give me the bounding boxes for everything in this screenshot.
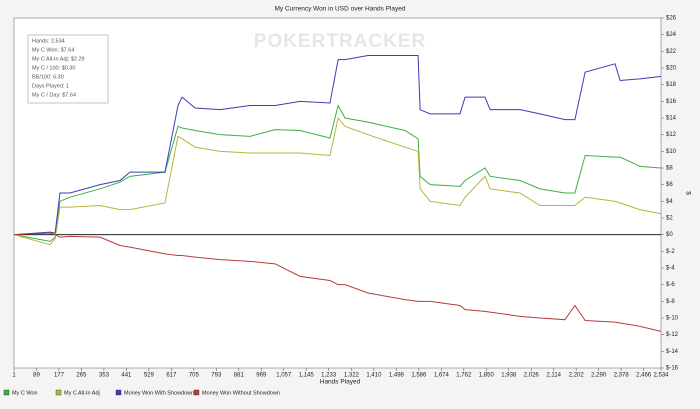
legend-swatch bbox=[115, 389, 122, 396]
y-tick-label: $26 bbox=[666, 16, 677, 22]
stats-line: BB/100: 6.30 bbox=[32, 74, 64, 80]
y-tick-label: $18 bbox=[666, 82, 677, 88]
stats-box bbox=[27, 34, 109, 104]
legend-label: My C Won bbox=[12, 390, 38, 396]
stats-line: My C Won: $7.64 bbox=[32, 47, 74, 53]
y-tick-label: $2 bbox=[666, 216, 673, 222]
legend-label: My C All-In Adj bbox=[64, 390, 100, 396]
x-tick-label: 1,498 bbox=[389, 373, 405, 379]
x-tick-label: 2,466 bbox=[636, 373, 652, 379]
y-tick-label: $-10 bbox=[666, 316, 679, 322]
x-tick-label: 529 bbox=[144, 373, 155, 379]
x-tick-label: 793 bbox=[211, 373, 222, 379]
stats-line: My C / Day: $7.64 bbox=[32, 92, 76, 98]
legend-swatch bbox=[193, 389, 200, 396]
x-tick-label: 89 bbox=[33, 373, 40, 379]
y-tick-label: $-14 bbox=[666, 349, 679, 355]
y-tick-label: $-2 bbox=[666, 249, 675, 255]
y-tick-label: $14 bbox=[666, 116, 677, 122]
x-tick-label: 1,938 bbox=[501, 373, 517, 379]
y-tick-label: $6 bbox=[666, 182, 673, 188]
y-tick-label: $22 bbox=[666, 49, 677, 55]
x-tick-label: 705 bbox=[189, 373, 200, 379]
stats-line: Hands: 2,534 bbox=[32, 38, 65, 44]
y-tick-label: $20 bbox=[666, 66, 677, 72]
x-tick-label: 2,114 bbox=[546, 373, 561, 379]
y-axis-label: $ bbox=[684, 191, 691, 195]
x-tick-label: 2,534 bbox=[653, 373, 669, 379]
series-line bbox=[13, 232, 662, 332]
stats-line: My C All-In Adj: $2.29 bbox=[32, 56, 85, 62]
y-tick-label: $-4 bbox=[666, 266, 675, 272]
x-tick-label: 1 bbox=[12, 373, 16, 379]
x-axis-label: Hands Played bbox=[320, 379, 361, 386]
stats-line: My C / 100: $0.30 bbox=[32, 65, 75, 71]
plot-area bbox=[13, 17, 662, 369]
x-tick-label: 1,233 bbox=[321, 373, 337, 379]
x-tick-label: 1,322 bbox=[344, 373, 360, 379]
x-tick-label: 441 bbox=[121, 373, 132, 379]
x-tick-label: 1,674 bbox=[434, 373, 450, 379]
stats-line: Days Played: 1 bbox=[32, 83, 69, 89]
y-tick-label: $-12 bbox=[666, 332, 679, 338]
x-tick-label: 265 bbox=[76, 373, 87, 379]
y-tick-label: $-16 bbox=[666, 366, 679, 372]
x-tick-label: 2,202 bbox=[569, 373, 585, 379]
y-tick-label: $8 bbox=[666, 166, 673, 172]
x-tick-label: 1,586 bbox=[411, 373, 427, 379]
watermark: POKERTRACKER bbox=[254, 31, 426, 52]
x-tick-label: 1,410 bbox=[366, 373, 382, 379]
x-tick-label: 2,290 bbox=[591, 373, 607, 379]
series-line bbox=[13, 116, 662, 246]
legend-swatch bbox=[3, 389, 10, 396]
x-tick-label: 1,762 bbox=[456, 373, 472, 379]
x-tick-label: 1,145 bbox=[299, 373, 315, 379]
y-tick-label: $-8 bbox=[666, 299, 675, 305]
series-line bbox=[13, 104, 662, 242]
x-tick-label: 177 bbox=[54, 373, 65, 379]
legend-swatch bbox=[55, 389, 62, 396]
x-tick-label: 969 bbox=[256, 373, 267, 379]
y-tick-label: $4 bbox=[666, 199, 673, 205]
y-tick-label: $24 bbox=[666, 32, 677, 38]
x-tick-label: 617 bbox=[166, 373, 177, 379]
y-tick-label: $16 bbox=[666, 99, 677, 105]
y-tick-label: $0 bbox=[666, 232, 673, 238]
x-tick-label: 2,378 bbox=[614, 373, 630, 379]
x-tick-label: 2,026 bbox=[524, 373, 540, 379]
x-tick-label: 1,850 bbox=[479, 373, 495, 379]
x-tick-label: 353 bbox=[99, 373, 110, 379]
legend-label: Money Won With Showdown bbox=[124, 390, 194, 396]
x-tick-label: 881 bbox=[234, 373, 245, 379]
y-tick-label: $10 bbox=[666, 149, 677, 155]
series-line bbox=[13, 55, 662, 236]
legend-label: Money Won Without Showdown bbox=[202, 390, 280, 396]
x-tick-label: 1,057 bbox=[276, 373, 292, 379]
y-tick-label: $-6 bbox=[666, 282, 675, 288]
y-tick-label: $12 bbox=[666, 132, 677, 138]
chart-title: My Currency Won in USD over Hands Played bbox=[274, 6, 405, 13]
